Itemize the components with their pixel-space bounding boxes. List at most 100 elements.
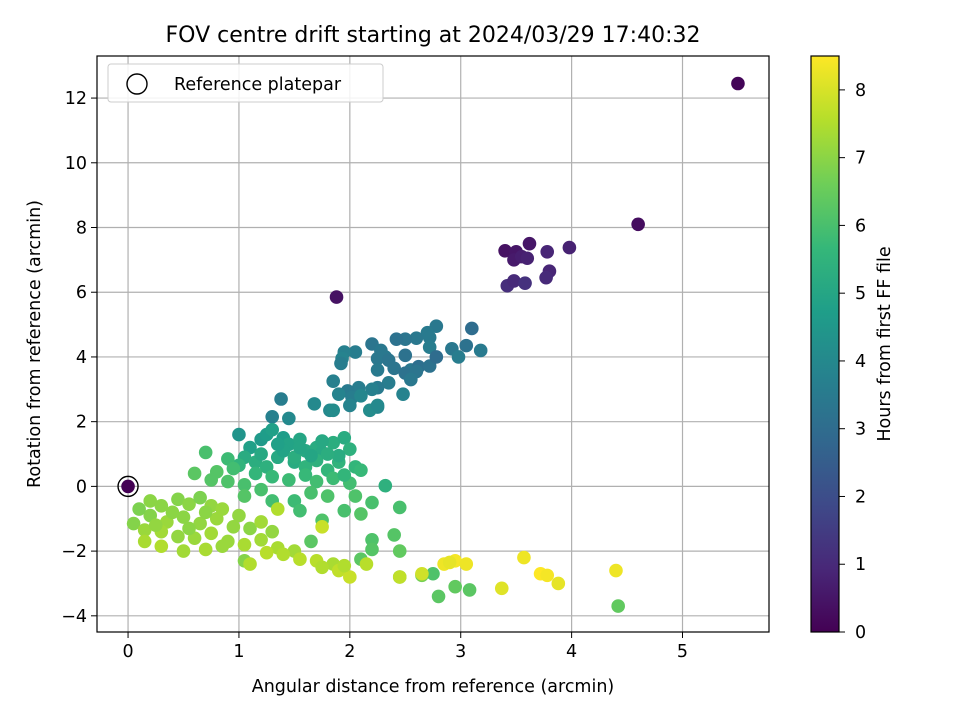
data-point [182, 497, 196, 511]
data-point [465, 321, 479, 336]
data-point [370, 363, 385, 377]
data-point [562, 240, 577, 255]
plot-frame [96, 55, 770, 633]
data-point [237, 537, 252, 552]
data-point [539, 270, 553, 285]
data-point [348, 489, 363, 503]
data-point [307, 397, 322, 411]
data-point [254, 447, 268, 461]
data-point [193, 516, 207, 531]
data-point [265, 410, 280, 424]
data-point [243, 557, 257, 571]
data-point [359, 557, 374, 571]
data-point [381, 376, 396, 390]
data-point [315, 434, 329, 448]
legend-box [107, 63, 384, 103]
data-point [143, 494, 158, 508]
data-point [298, 468, 313, 482]
data-point [415, 566, 429, 581]
data-point [304, 534, 318, 549]
data-point [171, 492, 185, 507]
data-point [392, 544, 407, 558]
legend-marker-icon [126, 73, 148, 95]
data-point [204, 526, 219, 541]
x-axis-label: Angular distance from reference (arcmin) [252, 677, 615, 697]
colorbar-tick-label: 4 [855, 352, 866, 372]
data-point [304, 448, 318, 463]
data-point [198, 445, 213, 460]
data-point [331, 387, 346, 401]
data-point [370, 398, 385, 413]
data-point [520, 251, 535, 266]
data-point [187, 466, 202, 481]
data-point [270, 437, 285, 452]
x-tick-label: 2 [344, 642, 355, 662]
x-tick-label: 5 [677, 642, 688, 662]
data-point [498, 244, 512, 258]
data-point [422, 340, 437, 355]
x-tick-label: 1 [233, 642, 244, 662]
data-point [304, 486, 318, 500]
colorbar-tick-label: 5 [855, 284, 866, 304]
data-point [473, 343, 488, 358]
data-point [282, 473, 296, 487]
data-point [226, 461, 241, 476]
colorbar-tick-label: 6 [855, 216, 866, 236]
data-point [293, 552, 307, 566]
data-point [518, 276, 532, 290]
data-point [270, 502, 285, 516]
data-point [132, 502, 146, 516]
data-point [331, 448, 346, 463]
data-point [265, 469, 280, 484]
data-point [215, 539, 230, 554]
y-tick-label: −2 [61, 542, 87, 562]
data-point [731, 76, 745, 91]
data-point [282, 411, 296, 426]
data-point [259, 545, 274, 560]
data-point [392, 570, 407, 584]
y-tick-label: 4 [76, 348, 87, 368]
data-point [165, 505, 180, 520]
data-point [404, 372, 418, 387]
data-point [611, 599, 625, 613]
y-tick-label: 0 [76, 477, 87, 497]
data-point [254, 532, 268, 547]
data-point [274, 392, 288, 406]
data-point [354, 388, 368, 403]
legend: Reference platepar [107, 63, 384, 103]
data-point [337, 558, 352, 573]
data-point [198, 542, 213, 557]
data-point [137, 534, 152, 549]
y-tick-label: 6 [76, 283, 87, 303]
data-point [171, 529, 185, 544]
data-point [337, 431, 352, 445]
data-point [365, 542, 379, 557]
data-point [154, 539, 169, 554]
data-point [354, 463, 368, 478]
data-point [176, 544, 191, 558]
data-point [507, 274, 521, 288]
data-point [448, 579, 462, 594]
y-tick-label: 12 [65, 89, 87, 109]
data-points [126, 76, 745, 613]
colorbar-label: Hours from first FF file [875, 246, 895, 441]
y-tick-label: 10 [65, 154, 87, 174]
data-point [343, 570, 357, 584]
data-point [365, 382, 379, 397]
data-point [365, 495, 379, 510]
colorbar-tick-label: 1 [855, 555, 866, 575]
data-point [329, 290, 344, 304]
data-point [148, 518, 163, 533]
legend-label: Reference platepar [174, 75, 342, 95]
data-point [334, 356, 348, 371]
colorbar-tick-label: 2 [855, 487, 866, 507]
data-point [265, 422, 280, 437]
y-axis-label: Rotation from reference (arcmin) [25, 200, 45, 488]
data-point [265, 524, 280, 539]
data-point [232, 508, 246, 523]
data-point [392, 500, 407, 515]
data-point [326, 435, 340, 450]
data-point [343, 398, 357, 413]
data-point [387, 528, 401, 542]
